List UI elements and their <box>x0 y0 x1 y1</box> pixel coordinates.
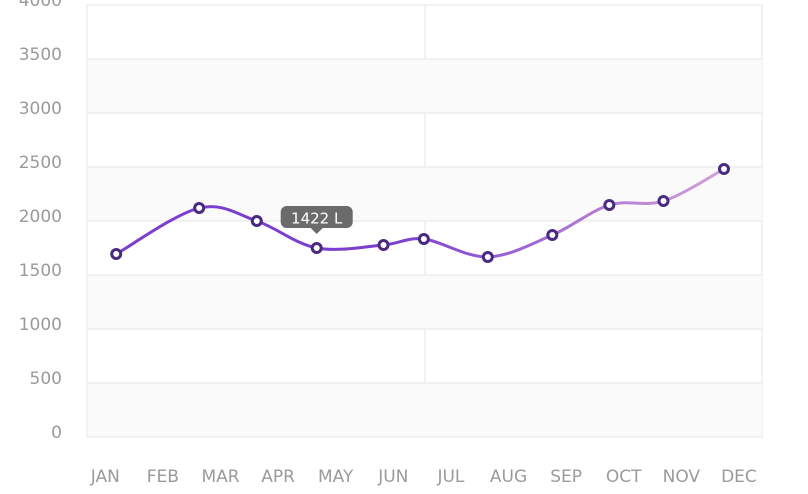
tooltip: 1422 L <box>280 206 353 234</box>
y-tick-label: 2000 <box>19 207 62 227</box>
x-tick-label: JUL <box>436 467 464 487</box>
y-tick-label: 1500 <box>19 261 62 281</box>
x-tick-label: NOV <box>663 467 701 487</box>
x-tick-label: OCT <box>606 467 642 487</box>
y-tick-label: 4000 <box>19 0 62 11</box>
point-marker <box>717 163 730 176</box>
band <box>88 383 762 437</box>
y-tick-label: 2500 <box>19 153 62 173</box>
x-tick-label: MAY <box>318 467 354 487</box>
point-marker <box>481 250 494 263</box>
point-marker <box>193 202 206 215</box>
x-tick-label: DEC <box>721 467 757 487</box>
x-tick-label: SEP <box>550 467 582 487</box>
point-marker <box>310 242 323 254</box>
y-tick-label: 3000 <box>19 99 62 119</box>
y-tick-label: 1000 <box>19 315 62 335</box>
band <box>88 275 762 329</box>
point-marker <box>657 195 670 208</box>
x-tick-label: JUN <box>377 467 408 487</box>
point-marker <box>377 238 390 251</box>
x-tick-label: FEB <box>147 467 179 487</box>
y-tick-label: 0 <box>51 423 62 443</box>
y-tick-label: 3500 <box>19 45 62 65</box>
tooltip-box <box>280 206 353 234</box>
tooltip-text: 1422 L <box>291 210 343 228</box>
point-marker <box>417 233 430 246</box>
point-marker <box>250 215 263 227</box>
x-tick-label: APR <box>261 467 295 487</box>
band <box>88 59 762 113</box>
point-marker <box>546 229 559 242</box>
x-tick-label: MAR <box>201 467 239 487</box>
point-marker <box>603 199 616 212</box>
x-tick-label: JAN <box>90 467 120 487</box>
x-tick-label: AUG <box>490 467 527 487</box>
y-tick-label: 500 <box>30 369 62 389</box>
point-marker <box>110 248 123 261</box>
